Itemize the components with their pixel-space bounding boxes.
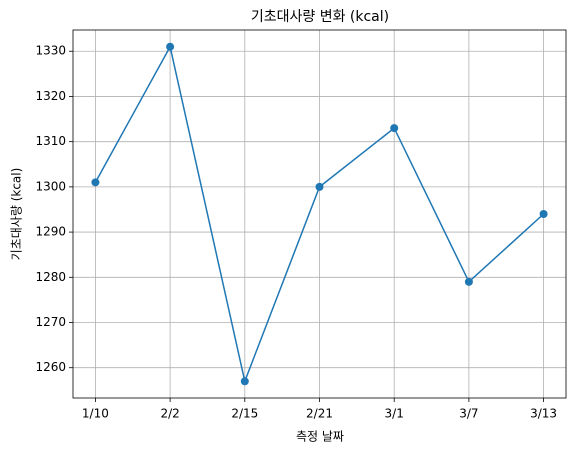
x-tick-label: 2/15 [231,407,258,421]
x-tick-label: 2/21 [306,407,333,421]
x-axis-label: 측정 날짜 [296,430,344,444]
y-tick-label: 1310 [35,134,66,148]
x-tick-label: 3/1 [385,407,404,421]
point [166,42,175,51]
point [390,124,399,133]
point [315,182,324,191]
y-tick-label: 1300 [35,179,66,193]
y-tick-label: 1320 [35,89,66,103]
y-tick-label: 1280 [35,270,66,284]
x-tick-label: 1/10 [82,407,109,421]
point [240,377,249,386]
chart-title: 기초대사량 변화 (kcal) [251,9,389,25]
y-tick-label: 1260 [35,360,66,374]
y-tick-label: 1270 [35,315,66,329]
point [464,277,473,286]
x-tick-label: 3/7 [459,407,478,421]
y-tick-label: 1330 [35,44,66,58]
x-tick-label: 2/2 [160,407,179,421]
plot-frame [72,29,567,399]
point [91,178,100,187]
x-tick-label: 3/13 [530,407,557,421]
point [539,210,548,218]
y-axis-label: 기초대사량 (kcal) [10,168,24,261]
y-tick-label: 1290 [35,225,66,239]
